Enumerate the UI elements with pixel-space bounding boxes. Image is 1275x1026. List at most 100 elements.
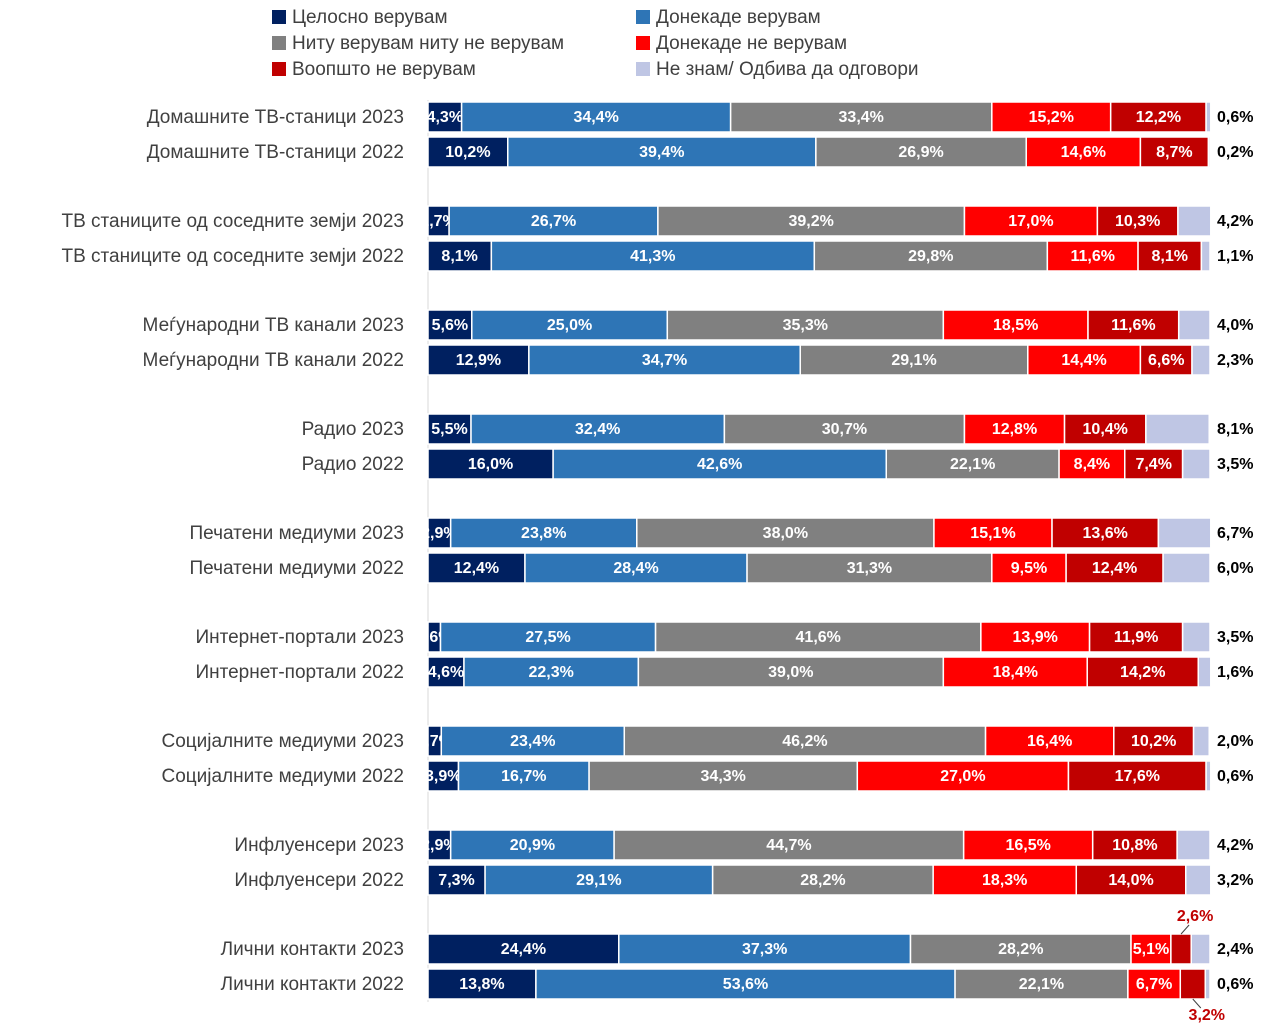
value-label: 7,4% (1135, 456, 1171, 473)
category-label: ТВ станиците од соседните земји 2023 (61, 211, 404, 232)
bar-segment (1058, 448, 1126, 480)
value-label: 2,4% (1217, 941, 1253, 958)
bar-segment (1177, 205, 1212, 237)
bar-segment (1130, 933, 1172, 965)
bar-segment (490, 240, 816, 272)
bar-segment (1137, 240, 1203, 272)
bar-segment (1088, 621, 1184, 653)
legend-label: Не знам/ Одбива да одговори (656, 59, 919, 80)
bar-segment (1139, 344, 1193, 376)
category-label: Социјалните медиуми 2022 (161, 766, 404, 787)
value-label: 14,0% (1108, 872, 1153, 889)
bar-segment (1185, 864, 1212, 896)
bar-segment (942, 656, 1088, 688)
bar-segment (1027, 344, 1142, 376)
bar-segment (1025, 136, 1142, 168)
category-label: Интернет-портали 2023 (195, 627, 404, 648)
bar-segment (746, 552, 993, 584)
value-label: 4,2% (1217, 213, 1253, 230)
value-label: 0,2% (1217, 144, 1253, 161)
value-label: 33,4% (839, 109, 884, 126)
bar-segment (1065, 552, 1164, 584)
leader-line (1180, 924, 1190, 935)
value-label: 10,3% (1115, 213, 1160, 230)
value-label: 26,7% (531, 213, 576, 230)
value-label: 11,6% (1070, 248, 1114, 265)
value-label: 17,0% (1008, 213, 1053, 230)
bar-segment (440, 725, 626, 757)
bar-segment (636, 517, 935, 549)
bar-segment (933, 517, 1053, 549)
leader-line (1192, 998, 1202, 1009)
bar-segment (729, 101, 993, 133)
value-label: 18,5% (993, 317, 1038, 334)
value-label: 12,2% (1136, 109, 1181, 126)
bar-segment (439, 621, 657, 653)
value-label: 28,2% (998, 941, 1043, 958)
bar-segment (813, 240, 1049, 272)
value-label: 18,3% (982, 872, 1027, 889)
bar-segment (427, 552, 526, 584)
value-label: 28,2% (800, 872, 845, 889)
value-label: 12,9% (456, 352, 501, 369)
bar-segment (1091, 829, 1178, 861)
legend-swatch (636, 36, 650, 50)
bar-segment (932, 864, 1078, 896)
value-label: 3,5% (1217, 629, 1253, 646)
bar-segment (657, 205, 966, 237)
value-label: 41,6% (796, 629, 841, 646)
bar-segment (1205, 101, 1212, 133)
value-label: 6,7% (1136, 976, 1172, 993)
legend-label: Донекаде верувам (656, 7, 821, 28)
bar-segment (856, 760, 1070, 792)
value-label: 8,4% (1074, 456, 1110, 473)
bar-segment (1177, 309, 1211, 341)
bar-segment (1197, 656, 1212, 688)
value-label: 1,6% (1217, 664, 1253, 681)
value-label: 29,1% (891, 352, 936, 369)
value-label: 16,7% (501, 768, 546, 785)
bar-segment (449, 517, 638, 549)
value-label: 4,3% (427, 109, 463, 126)
category-label: Меѓународни ТВ канали 2022 (143, 350, 404, 371)
value-label: 5,1% (1133, 941, 1169, 958)
value-label: 15,2% (1029, 109, 1074, 126)
value-label: 13,8% (459, 976, 504, 993)
value-label: 4,6% (428, 664, 464, 681)
legend-swatch (636, 62, 650, 76)
category-label: ТВ станиците од соседните земји 2022 (61, 246, 404, 267)
bar-segment (1181, 448, 1211, 480)
category-label: Инфлуенсери 2022 (234, 870, 404, 891)
value-label: 39,0% (768, 664, 813, 681)
bar-segment (1179, 968, 1207, 1000)
category-label: Радио 2023 (302, 419, 404, 440)
category-label: Печатени медиуми 2023 (189, 523, 404, 544)
bar-segment (1200, 240, 1211, 272)
value-label: 8,7% (1156, 144, 1192, 161)
value-label: 35,3% (783, 317, 828, 334)
bar-segment (637, 656, 945, 688)
bar-segment (427, 240, 493, 272)
bar-segment (1204, 968, 1211, 1000)
legend-label: Целосно верувам (292, 7, 448, 28)
value-label: 2,3% (1217, 352, 1253, 369)
category-label: Социјалните медиуми 2023 (161, 731, 404, 752)
bar-segment (1046, 240, 1139, 272)
bar-segment (1113, 725, 1195, 757)
bar-segment (1145, 413, 1210, 445)
value-label: 5,5% (431, 421, 467, 438)
value-label: 2,7% (420, 213, 456, 230)
bar-segment (448, 205, 659, 237)
value-label: 3,9% (425, 768, 461, 785)
value-label: 32,4% (575, 421, 620, 438)
category-label: Печатени медиуми 2022 (189, 558, 404, 579)
bar-segment (460, 101, 732, 133)
value-label: 12,4% (454, 560, 499, 577)
value-label: 12,8% (992, 421, 1037, 438)
bar-segment (1086, 656, 1200, 688)
bar-segment (1176, 829, 1211, 861)
category-label: Меѓународни ТВ канали 2023 (143, 315, 404, 336)
value-label: 1,1% (1217, 248, 1253, 265)
bar-segment (1205, 760, 1212, 792)
